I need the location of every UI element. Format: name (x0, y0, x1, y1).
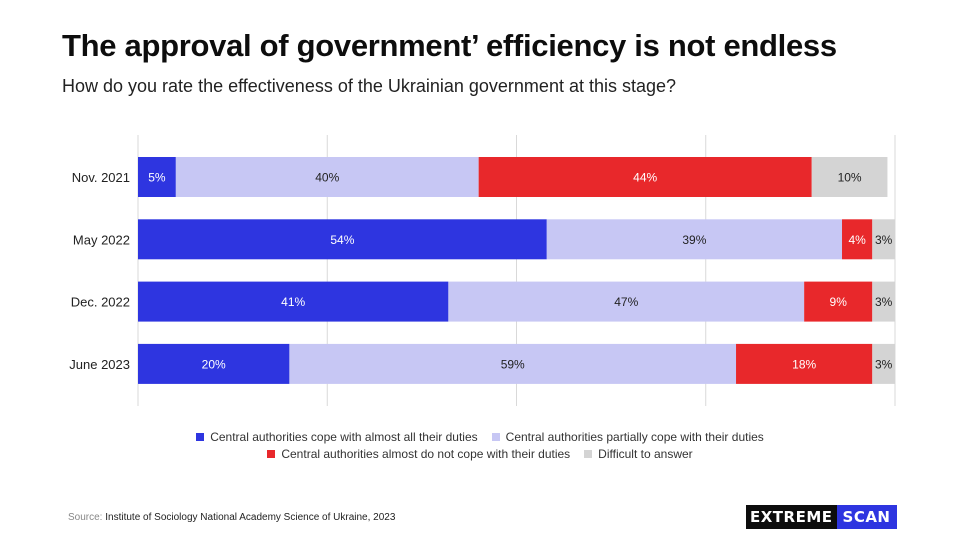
data-label-1-0: 54% (330, 233, 354, 247)
legend-row-1: Central authorities cope with almost all… (0, 428, 960, 445)
bar-segment-2-1 (448, 281, 805, 322)
legend-swatch-do-not-cope (267, 449, 276, 458)
source-text: Institute of Sociology National Academy … (105, 512, 396, 523)
data-label-0-3: 10% (838, 171, 862, 185)
data-label-2-3: 3% (875, 295, 893, 309)
data-label-3-2: 18% (792, 357, 816, 371)
bar-segment-2-3 (872, 281, 895, 322)
data-label-1-3: 3% (875, 233, 893, 247)
stacked-bar-chart: Nov. 2021 5% 40% 44% 10% May 2022 54% 39% 4% 3% De… (69, 135, 896, 406)
data-label-3-1: 59% (501, 357, 525, 371)
bar-segment-1-0 (138, 219, 547, 260)
category-label-2: Dec. 2022 (71, 295, 130, 310)
data-label-2-2: 9% (830, 295, 848, 309)
category-label-1: May 2022 (73, 232, 130, 247)
bar-segment-1-2 (842, 219, 873, 260)
legend-item-cope-all: Central authorities cope with almost all… (196, 429, 478, 444)
bar-segment-2-0 (138, 281, 449, 322)
bar-segment-1-1 (546, 219, 843, 260)
legend-item-do-not-cope: Central authorities almost do not cope w… (267, 447, 570, 461)
data-label-1-2: 4% (848, 233, 866, 247)
category-label-0: Nov. 2021 (72, 170, 130, 185)
category-label-3: June 2023 (69, 357, 130, 372)
legend-row-2: Central authorities almost do not cope w… (0, 445, 960, 462)
legend-item-difficult: Difficult to answer (584, 446, 693, 461)
brand-logo-part1: EXTREME (746, 505, 837, 529)
bar-segment-0-0 (138, 157, 176, 197)
data-label-1-1: 39% (682, 233, 706, 247)
legend-swatch-cope-all (196, 432, 205, 441)
bar-segment-0-3 (811, 157, 888, 197)
chart-title: The approval of government’ efficiency i… (62, 28, 837, 63)
source-label: Source: (68, 512, 103, 523)
chart-subtitle: How do you rate the effectiveness of the… (62, 76, 677, 96)
legend-item-partially-cope: Central authorities partially cope with … (491, 429, 764, 444)
data-label-0-1: 40% (315, 171, 339, 185)
bar-segment-1-3 (872, 219, 895, 260)
data-label-2-1: 47% (614, 295, 638, 309)
data-label-3-3: 3% (875, 357, 893, 371)
data-label-0-0: 5% (148, 171, 166, 185)
data-label-2-0: 41% (281, 295, 305, 309)
legend-label-partially-cope: Central authorities partially cope with … (505, 429, 764, 444)
bar-segment-3-1 (289, 343, 737, 384)
legend-swatch-difficult (584, 449, 593, 458)
bar-segment-2-2 (804, 281, 873, 322)
data-label-3-0: 20% (202, 357, 226, 371)
brand-logo: EXTREME SCAN (746, 505, 897, 529)
bar-segment-3-0 (138, 343, 290, 384)
bar-segment-3-3 (872, 343, 895, 384)
source-note: Source: Institute of Sociology National … (68, 512, 395, 523)
data-label-0-2: 44% (633, 171, 657, 185)
legend-label-cope-all: Central authorities cope with almost all… (210, 429, 478, 444)
bar-segment-0-1 (175, 157, 479, 197)
bar-segment-0-2 (478, 157, 812, 197)
legend-swatch-partially-cope (491, 432, 500, 441)
legend-label-difficult: Difficult to answer (598, 446, 693, 461)
chart-legend: Central authorities cope with almost all… (0, 428, 960, 462)
bar-segment-3-2 (736, 343, 873, 384)
legend-label-do-not-cope: Central authorities almost do not cope w… (281, 446, 571, 461)
brand-logo-part2: SCAN (836, 505, 897, 529)
